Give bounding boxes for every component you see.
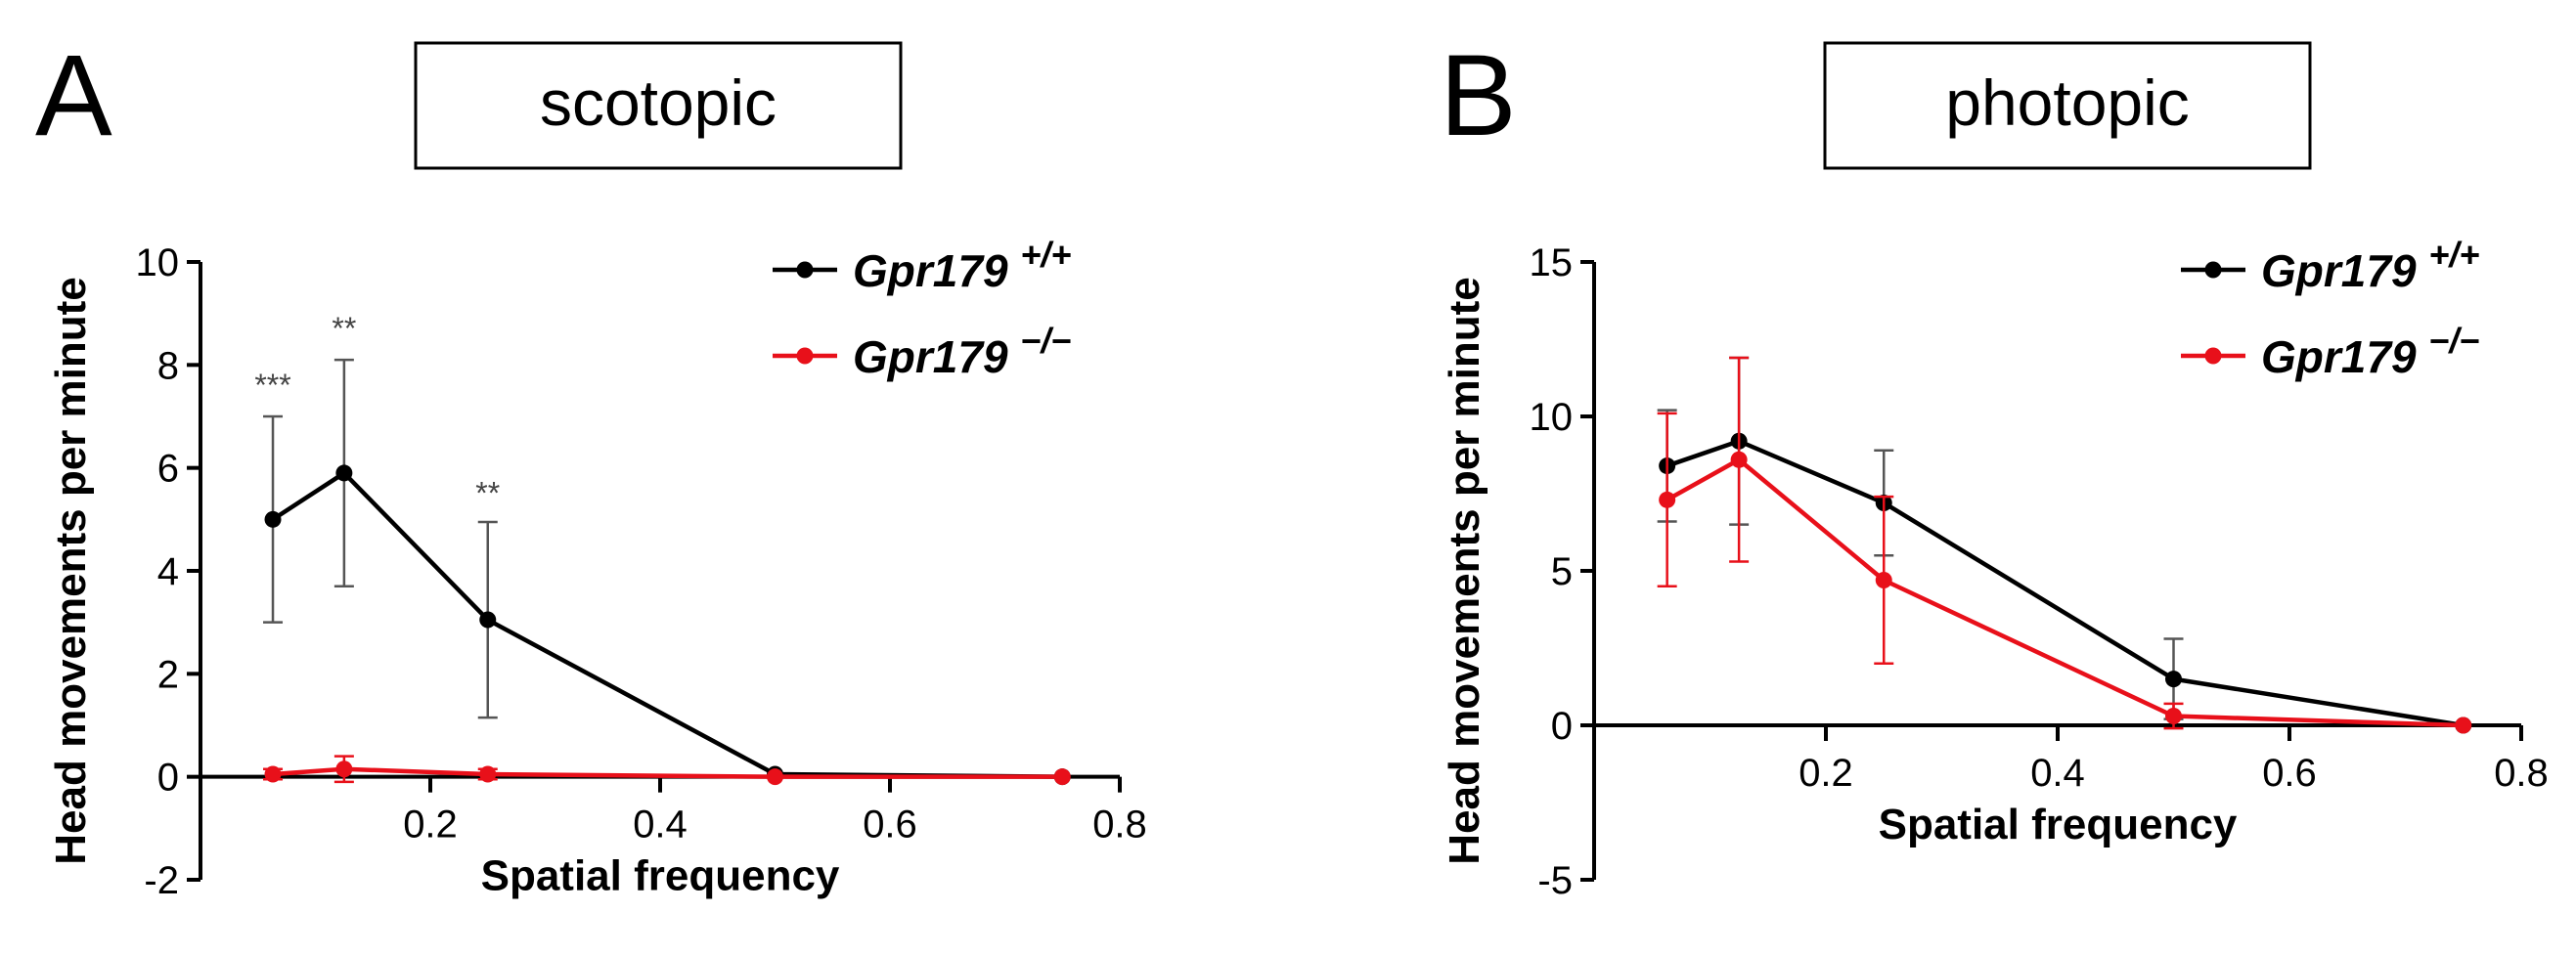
x-tick-label: 0.8 <box>2494 752 2549 795</box>
legend-label: Gpr179 +/+ <box>2261 235 2479 296</box>
panel-b-condition-box <box>1823 41 2312 170</box>
y-axis-label: Head movements per minute <box>47 277 95 865</box>
significance-marker: ** <box>332 311 356 346</box>
data-point <box>479 765 497 783</box>
series-line <box>1666 456 2464 728</box>
y-tick-label: 10 <box>136 241 180 284</box>
legend-gene-name: Gpr179 <box>853 245 1020 296</box>
legend-gene-name: Gpr179 <box>853 331 1020 382</box>
y-tick-label: 0 <box>1551 705 1573 748</box>
data-point <box>1659 491 1676 508</box>
x-tick-label: 0.4 <box>633 804 688 847</box>
data-point <box>767 768 783 786</box>
data-point <box>1730 451 1748 468</box>
legend-marker <box>796 261 814 279</box>
panel-a-letter: A <box>35 31 112 160</box>
x-tick-label: 0.2 <box>1799 752 1853 795</box>
data-point <box>335 464 353 482</box>
legend-label: Gpr179 −/− <box>2261 321 2479 382</box>
significance-marker: *** <box>254 368 290 403</box>
y-tick-label: 5 <box>1551 550 1573 593</box>
x-axis-label: Spatial frequency <box>481 852 840 900</box>
y-tick-label: 0 <box>157 757 179 800</box>
legend-label: Gpr179 +/+ <box>853 235 1071 296</box>
legend-genotype-superscript: −/− <box>1020 321 1071 361</box>
data-point <box>1875 571 1892 588</box>
legend-gene-name: Gpr179 <box>2261 331 2428 382</box>
data-point <box>2165 671 2182 688</box>
y-tick-label: -2 <box>144 859 179 902</box>
legend-marker <box>2204 261 2222 279</box>
data-point <box>264 510 282 528</box>
data-point <box>2455 717 2472 734</box>
legend-genotype-superscript: +/+ <box>1020 235 1071 275</box>
chart-photopic: -5 0 5 10 15 0.2 0.4 0.6 0.8 Spatial frequency Hea… <box>1441 235 2549 902</box>
legend-genotype-superscript: −/− <box>2428 321 2479 361</box>
legend-marker <box>796 347 814 365</box>
y-tick-label: 10 <box>1530 396 1574 439</box>
y-tick-label: 6 <box>157 448 179 491</box>
x-tick-label: 0.6 <box>863 804 917 847</box>
series-line <box>271 470 1063 779</box>
x-tick-label: 0.6 <box>2262 752 2317 795</box>
data-point <box>2165 708 2182 725</box>
x-axis-label: Spatial frequency <box>1879 801 2238 848</box>
significance-marker: ** <box>475 476 500 511</box>
legend-label: Gpr179 −/− <box>853 321 1071 382</box>
data-point <box>1053 768 1071 786</box>
data-point <box>264 765 282 783</box>
legend-marker <box>2204 347 2222 365</box>
y-tick-label: 15 <box>1530 241 1574 284</box>
x-tick-label: 0.8 <box>1092 804 1147 847</box>
legend-gene-name: Gpr179 <box>2261 245 2428 296</box>
data-point <box>335 760 353 778</box>
y-tick-label: 2 <box>157 653 179 696</box>
chart-scotopic: -2 0 2 4 6 8 10 0.2 0.4 0.6 0.8 Spatial frequency He… <box>47 235 1147 902</box>
y-axis-label: Head movements per minute <box>1441 277 1488 865</box>
panel-a-condition-box <box>414 41 903 170</box>
panel-b-letter: B <box>1440 31 1517 160</box>
x-tick-label: 0.2 <box>403 804 458 847</box>
y-tick-label: 4 <box>157 550 179 593</box>
y-tick-label: 8 <box>157 344 179 387</box>
y-tick-label: -5 <box>1537 859 1573 902</box>
legend-genotype-superscript: +/+ <box>2428 235 2479 275</box>
panel-a-condition-label: scotopic <box>540 66 777 139</box>
panel-b-condition-label: photopic <box>1945 66 2190 139</box>
series-line <box>1666 439 2465 728</box>
x-tick-label: 0.4 <box>2030 752 2085 795</box>
data-point <box>479 611 497 629</box>
